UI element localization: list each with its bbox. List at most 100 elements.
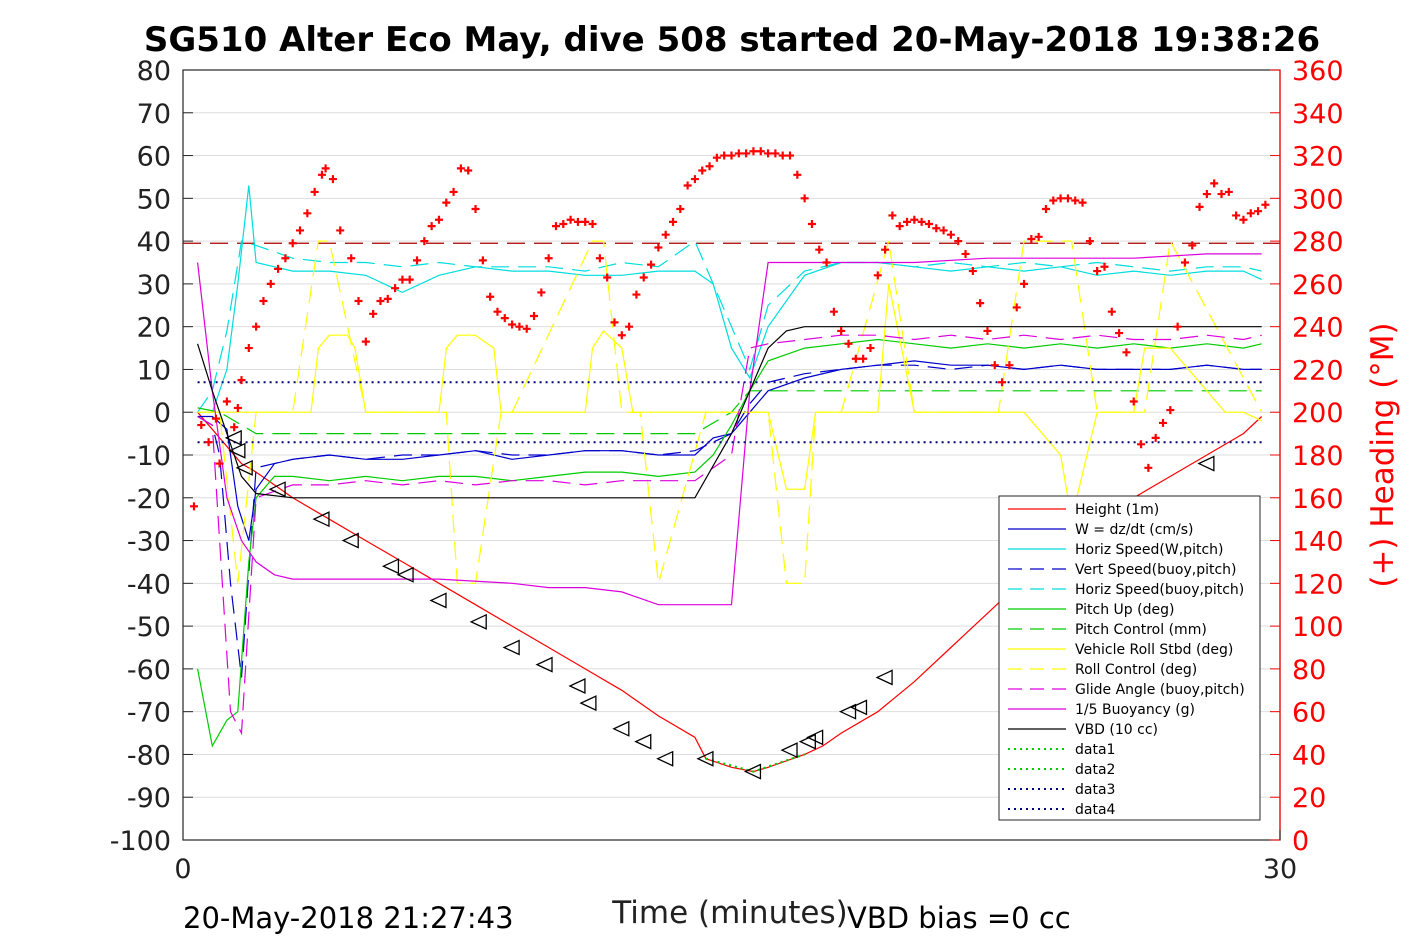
- heading-point-116: [1027, 234, 1036, 243]
- heading-markers: [189, 147, 1270, 511]
- heading-point-72: [705, 162, 714, 171]
- heading-point-93: [859, 354, 868, 363]
- left-axis-ticks: 80 70 60 50 40 30 20 10 0 -10 -20 -30 -40 -50 -60 -70 -8…: [110, 56, 193, 857]
- legend-label-11: VBD (10 cc): [1075, 722, 1158, 738]
- heading-point-40: [471, 205, 480, 214]
- heading-point-35: [434, 215, 443, 224]
- left-tick-label-13: -50: [127, 612, 171, 643]
- left-tick-label-7: 10: [137, 355, 171, 386]
- right-tick-label-10: 160: [1292, 484, 1344, 515]
- heading-point-36: [442, 198, 451, 207]
- heading-point-67: [668, 217, 677, 226]
- series-line-5: [197, 338, 1262, 748]
- left-tick-label-2: 60: [137, 142, 171, 173]
- depth-marker-17: [696, 750, 714, 767]
- heading-point-90: [837, 326, 846, 335]
- heading-point-101: [917, 217, 926, 226]
- heading-point-5: [222, 397, 231, 406]
- series-line-11: [197, 326, 1262, 499]
- heading-point-83: [786, 151, 795, 160]
- series-line-6: [197, 390, 1262, 435]
- heading-point-57: [595, 254, 604, 263]
- depth-marker-3: [268, 481, 286, 498]
- heading-point-94: [866, 344, 875, 353]
- heading-point-46: [515, 322, 524, 331]
- legend-box: [998, 495, 1261, 821]
- depth-marker-11: [535, 656, 553, 673]
- legend: Height (1m) W = dz/dt (cm/s) Horiz Speed(W…: [998, 495, 1261, 821]
- heading-point-143: [1224, 187, 1233, 196]
- heading-point-11: [259, 297, 268, 305]
- heading-point-111: [990, 361, 999, 370]
- heading-point-126: [1100, 262, 1109, 271]
- heading-point-33: [420, 237, 429, 246]
- depth-marker-18: [743, 763, 762, 780]
- series-line-3: [197, 364, 1262, 678]
- depth-marker-12: [568, 677, 586, 695]
- heading-point-18: [310, 187, 319, 196]
- heading-point-58: [603, 273, 612, 282]
- heading-point-43: [493, 307, 502, 316]
- depth-marker-21: [806, 729, 824, 746]
- depth-marker-0: [224, 429, 242, 446]
- left-tick-label-4: 40: [137, 227, 171, 258]
- left-tick-label-3: 50: [137, 184, 171, 215]
- heading-point-105: [946, 230, 955, 239]
- heading-point-136: [1173, 322, 1182, 331]
- heading-point-77: [742, 149, 751, 158]
- left-tick-label-0: 80: [137, 56, 171, 87]
- heading-point-8: [237, 376, 246, 385]
- series-line-7: [197, 283, 1262, 520]
- left-tick-label-17: -90: [127, 783, 171, 814]
- heading-point-3: [211, 414, 220, 423]
- heading-point-1: [197, 421, 206, 430]
- heading-point-131: [1137, 440, 1146, 449]
- heading-point-79: [756, 147, 765, 156]
- heading-point-89: [829, 307, 838, 316]
- depth-marker-9: [469, 613, 487, 630]
- heading-point-27: [376, 297, 385, 305]
- series-line-4: [197, 240, 1262, 413]
- legend-label-15: data4: [1075, 802, 1116, 818]
- heading-point-74: [720, 151, 729, 160]
- heading-point-86: [807, 220, 816, 228]
- heading-point-115: [1020, 279, 1029, 288]
- depth-markers: [224, 429, 1215, 780]
- heading-point-54: [573, 217, 582, 226]
- depth-marker-13: [579, 695, 597, 712]
- heading-point-44: [500, 314, 509, 323]
- heading-point-129: [1122, 348, 1131, 357]
- heading-point-92: [851, 354, 860, 363]
- heading-point-135: [1166, 406, 1175, 415]
- series-line-13: [705, 753, 805, 773]
- heading-point-15: [288, 239, 297, 248]
- legend-label-9: Glide Angle (buoy,pitch): [1075, 682, 1245, 698]
- heading-point-71: [698, 166, 707, 175]
- heading-point-87: [815, 245, 824, 254]
- heading-point-127: [1107, 307, 1116, 316]
- right-tick-label-15: 60: [1292, 698, 1326, 729]
- legend-label-10: 1/5 Buoyancy (g): [1075, 702, 1195, 718]
- heading-point-66: [661, 230, 670, 239]
- left-tick-label-14: -60: [127, 655, 171, 686]
- legend-label-3: Vert Speed(buoy,pitch): [1075, 562, 1237, 578]
- legend-label-0: Height (1m): [1075, 502, 1159, 518]
- heading-point-132: [1144, 463, 1153, 472]
- heading-point-145: [1239, 215, 1248, 224]
- heading-point-125: [1093, 267, 1102, 276]
- heading-point-123: [1078, 198, 1087, 207]
- x-axis-ticks: 0 30: [174, 830, 1297, 885]
- footer-vbd-bias: VBD bias =0 cc: [847, 901, 1071, 935]
- left-tick-label-18: -100: [110, 826, 171, 857]
- depth-marker-8: [429, 592, 447, 609]
- right-tick-label-1: 340: [1292, 99, 1344, 130]
- heading-point-75: [727, 151, 736, 160]
- heading-point-64: [647, 260, 656, 269]
- heading-point-32: [413, 256, 422, 265]
- right-tick-label-12: 120: [1292, 569, 1344, 600]
- heading-point-16: [296, 226, 305, 235]
- heading-point-84: [793, 170, 802, 179]
- heading-point-146: [1246, 209, 1255, 218]
- depth-marker-23: [849, 699, 868, 716]
